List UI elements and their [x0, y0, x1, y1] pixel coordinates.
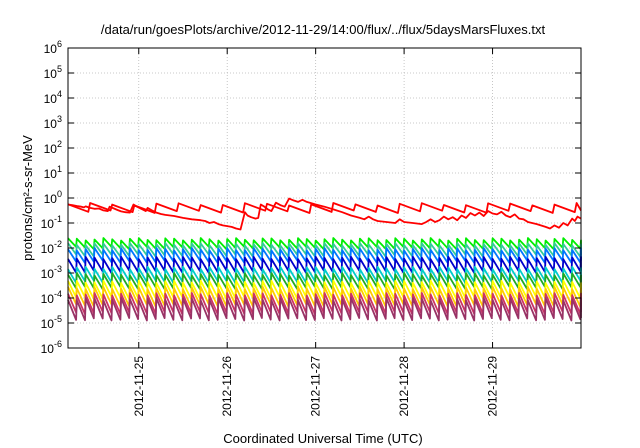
x-tick-label: 2012-11-27 [309, 356, 323, 417]
series-line-red [67, 197, 582, 231]
series-line-1 [67, 202, 582, 214]
x-tick-label: 2012-11-28 [397, 356, 411, 417]
series-group [67, 197, 582, 322]
x-axis-title: Coordinated Universal Time (UTC) [223, 431, 422, 446]
series-line-5 [67, 255, 582, 274]
y-axis-title: protons/cm²-s-sr-MeV [20, 135, 35, 261]
y-tick-label: 106 [44, 39, 62, 56]
y-tick-label: 100 [44, 189, 62, 206]
y-tick-label: 103 [44, 114, 62, 131]
y-tick-label: 105 [44, 64, 62, 81]
x-tick-label: 2012-11-29 [486, 356, 500, 417]
series-line-4 [67, 247, 582, 264]
x-tick-label: 2012-11-26 [220, 356, 234, 417]
y-tick-label: 10-3 [41, 264, 62, 281]
y-tick-label: 10-4 [41, 289, 62, 306]
y-tick-label: 102 [44, 139, 62, 156]
y-tick-label: 104 [44, 89, 62, 106]
y-axis: 10-6 10-5 10-4 10-3 10-2 10-1 100 101 102 103 104 1… [41, 39, 581, 356]
y-tick-label: 10-5 [41, 314, 62, 331]
x-tick-label: 2012-11-25 [132, 356, 146, 417]
y-tick-label: 10-6 [41, 339, 62, 356]
chart-title: /data/run/goesPlots/archive/2012-11-29/1… [101, 22, 546, 37]
series-line-11 [67, 297, 582, 322]
y-tick-label: 10-2 [41, 239, 62, 256]
y-tick-label: 10-1 [41, 214, 62, 231]
x-axis: 2012-11-25 2012-11-26 2012-11-27 2012-11-28… [132, 48, 500, 417]
y-tick-label: 101 [44, 164, 62, 181]
